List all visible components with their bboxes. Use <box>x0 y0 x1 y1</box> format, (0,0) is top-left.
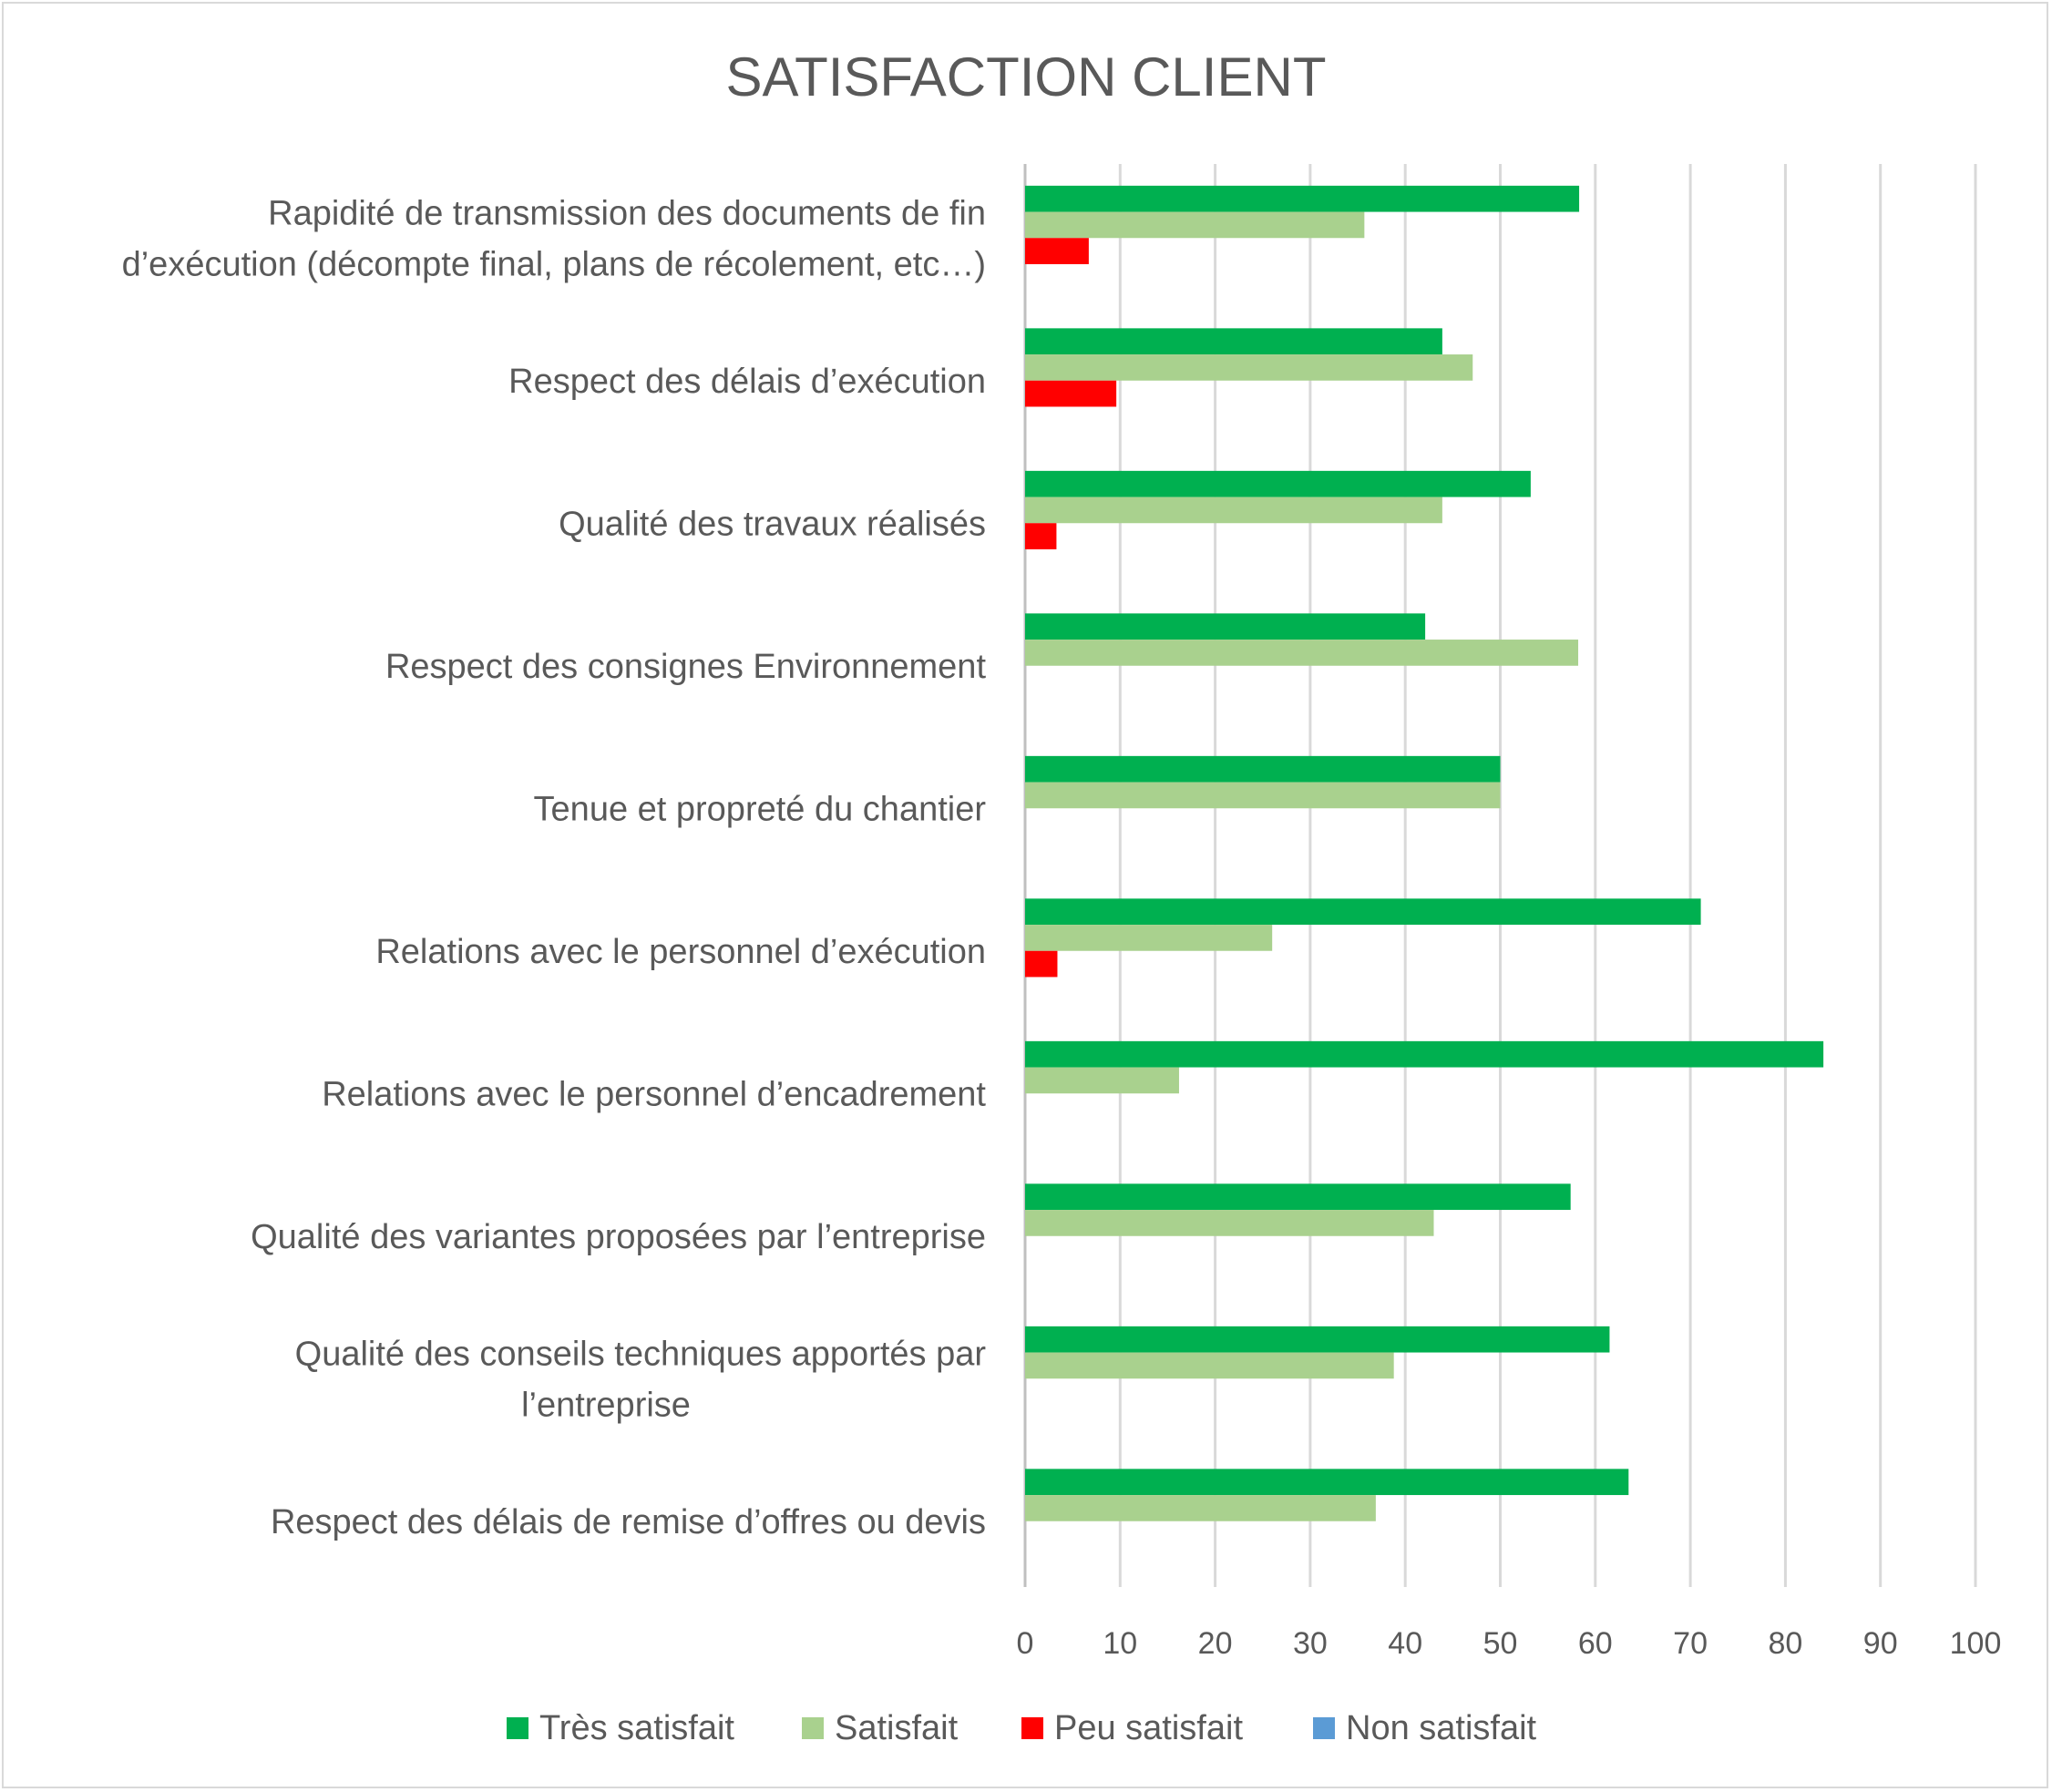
bar-très-satisfait <box>1025 185 1580 212</box>
x-tick-label: 50 <box>1483 1626 1518 1661</box>
x-tick-label: 90 <box>1863 1626 1898 1661</box>
legend-label: Très satisfait <box>539 1709 734 1747</box>
bar-très-satisfait <box>1025 1040 1824 1068</box>
category-label: Qualité des travaux réalisés <box>559 505 986 543</box>
bar-peu-satisfait <box>1025 238 1089 264</box>
legend-label: Peu satisfait <box>1054 1709 1243 1747</box>
bar-satisfait <box>1025 1210 1434 1236</box>
category-label: Respect des délais d’exécution <box>508 363 986 401</box>
bar-très-satisfait <box>1025 328 1442 355</box>
legend-swatch <box>1313 1717 1335 1739</box>
bars <box>1025 185 1824 1521</box>
bar-satisfait <box>1025 1495 1376 1521</box>
x-tick-label: 0 <box>1017 1626 1034 1661</box>
legend-swatch <box>1021 1717 1043 1739</box>
legend-swatch <box>507 1717 528 1739</box>
x-tick-label: 30 <box>1293 1626 1328 1661</box>
bar-peu-satisfait <box>1025 523 1057 549</box>
category-label: Tenue et propreté du chantier <box>534 790 987 828</box>
bar-peu-satisfait <box>1025 950 1058 978</box>
x-tick-label: 100 <box>1950 1626 2002 1661</box>
bar-très-satisfait <box>1025 613 1426 640</box>
category-label: Qualité des variantes proposées par l’en… <box>251 1218 986 1256</box>
category-label: Respect des consignes Environnement <box>385 648 986 686</box>
bar-très-satisfait <box>1025 470 1531 497</box>
bar-satisfait <box>1025 925 1273 951</box>
bar-très-satisfait <box>1025 755 1501 783</box>
x-tick-label: 60 <box>1578 1626 1613 1661</box>
bar-très-satisfait <box>1025 1183 1571 1211</box>
x-tick-label: 40 <box>1388 1626 1422 1661</box>
chart-title: SATISFACTION CLIENT <box>726 46 1327 108</box>
bar-satisfait <box>1025 1067 1179 1094</box>
category-label: Relations avec le personnel d’encadremen… <box>322 1075 986 1113</box>
category-label: Respect des délais de remise d’offres ou… <box>271 1503 986 1541</box>
bar-satisfait <box>1025 211 1365 239</box>
bar-satisfait <box>1025 640 1579 666</box>
legend-label: Satisfait <box>835 1709 959 1747</box>
legend-swatch <box>802 1717 824 1739</box>
bar-satisfait <box>1025 782 1501 809</box>
x-tick-label: 70 <box>1673 1626 1708 1661</box>
category-label: d’exécution (décompte final, plans de ré… <box>122 245 986 283</box>
category-label: Qualité des conseils techniques apportés… <box>295 1335 987 1373</box>
x-tick-label: 10 <box>1103 1626 1137 1661</box>
bar-satisfait <box>1025 1352 1394 1379</box>
bar-satisfait <box>1025 497 1442 524</box>
bar-très-satisfait <box>1025 898 1701 926</box>
category-label: Relations avec le personnel d’exécution <box>375 933 986 971</box>
bar-satisfait <box>1025 354 1473 381</box>
bar-très-satisfait <box>1025 1469 1629 1496</box>
category-label: l’entreprise <box>521 1386 691 1424</box>
bar-peu-satisfait <box>1025 380 1117 407</box>
legend-label: Non satisfait <box>1346 1709 1537 1747</box>
category-labels: Rapidité de transmission des documents d… <box>122 194 987 1541</box>
x-tick-labels: 0 10 20 30 40 50 60 70 80 90 100 <box>1017 1626 2002 1661</box>
x-tick-label: 20 <box>1198 1626 1233 1661</box>
bar-très-satisfait <box>1025 1326 1610 1353</box>
x-tick-label: 80 <box>1768 1626 1802 1661</box>
category-label: Rapidité de transmission des documents d… <box>268 194 986 232</box>
legend: Très satisfait Satisfait Peu satisfait Non … <box>507 1709 1537 1747</box>
